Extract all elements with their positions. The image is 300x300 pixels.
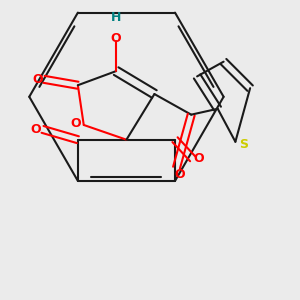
Text: H: H [111, 11, 121, 24]
Text: O: O [70, 117, 81, 130]
Text: O: O [32, 73, 43, 86]
Text: O: O [111, 32, 122, 45]
Text: O: O [194, 152, 205, 165]
Text: O: O [31, 123, 41, 136]
Text: S: S [239, 138, 248, 151]
Text: O: O [174, 168, 185, 181]
